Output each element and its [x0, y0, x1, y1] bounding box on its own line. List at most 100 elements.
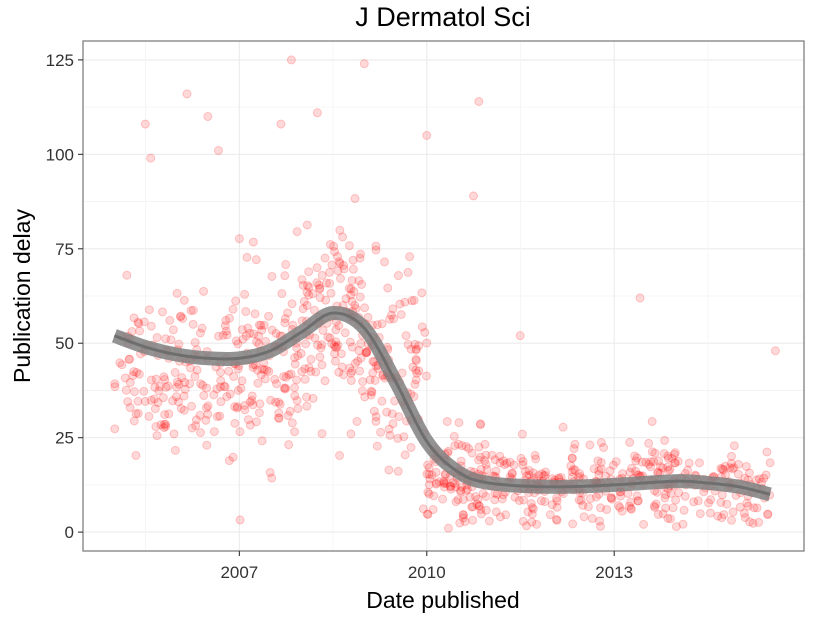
- data-point: [742, 498, 752, 508]
- data-point: [172, 288, 182, 298]
- data-point: [401, 331, 411, 341]
- data-point: [250, 309, 260, 319]
- data-point: [233, 402, 243, 412]
- data-point: [325, 333, 335, 343]
- data-point: [196, 379, 206, 389]
- data-point: [519, 495, 529, 505]
- data-point: [438, 494, 448, 504]
- data-point: [172, 382, 182, 392]
- data-point: [370, 375, 380, 385]
- data-point: [362, 346, 372, 356]
- data-point: [524, 470, 534, 480]
- data-point: [605, 466, 615, 476]
- data-point: [617, 506, 627, 516]
- data-point: [421, 371, 431, 381]
- data-point: [716, 463, 726, 473]
- data-point: [290, 391, 300, 401]
- data-point: [202, 383, 212, 393]
- data-point: [424, 480, 434, 490]
- data-point: [247, 395, 257, 405]
- data-point: [163, 381, 173, 391]
- data-point: [290, 383, 300, 393]
- data-point: [671, 495, 681, 505]
- data-point: [166, 335, 176, 345]
- data-point: [209, 427, 219, 437]
- data-point: [257, 364, 267, 374]
- data-point: [362, 348, 372, 358]
- data-point: [240, 400, 250, 410]
- data-point: [334, 321, 344, 331]
- data-point: [442, 417, 452, 427]
- data-point: [382, 407, 392, 417]
- data-point: [740, 513, 750, 523]
- data-point: [385, 430, 395, 440]
- data-point: [212, 384, 222, 394]
- data-point: [522, 521, 532, 531]
- data-point: [353, 356, 363, 366]
- data-point: [585, 494, 595, 504]
- data-point: [154, 386, 164, 396]
- data-point: [568, 519, 578, 529]
- data-point: [439, 476, 449, 486]
- data-point: [528, 504, 538, 514]
- data-point: [363, 312, 373, 322]
- x-tick-label: 2013: [595, 563, 633, 582]
- data-point: [583, 502, 593, 512]
- data-point: [341, 294, 351, 304]
- data-point: [661, 490, 671, 500]
- data-point: [655, 462, 665, 472]
- data-point: [229, 372, 239, 382]
- data-point: [297, 275, 307, 285]
- data-point: [410, 379, 420, 389]
- data-point: [371, 241, 381, 251]
- data-point: [159, 372, 169, 382]
- data-point: [316, 343, 326, 353]
- data-point: [220, 321, 230, 331]
- data-point: [567, 453, 577, 463]
- data-point: [596, 438, 606, 448]
- data-point: [203, 401, 213, 411]
- data-point: [718, 465, 728, 475]
- data-point: [616, 491, 626, 501]
- data-point: [594, 466, 604, 476]
- data-point: [615, 503, 625, 513]
- data-point: [215, 382, 225, 392]
- data-point: [495, 458, 505, 468]
- data-point: [187, 423, 197, 433]
- data-point: [587, 514, 597, 524]
- data-point: [728, 507, 738, 517]
- data-point: [411, 345, 421, 355]
- data-point: [551, 515, 561, 525]
- data-point: [411, 356, 421, 366]
- data-point: [338, 232, 348, 242]
- data-point: [409, 295, 419, 305]
- data-point: [175, 312, 185, 322]
- data-point: [355, 292, 365, 302]
- data-point: [215, 411, 225, 421]
- data-point: [596, 457, 606, 467]
- data-point: [144, 305, 154, 315]
- data-point: [388, 419, 398, 429]
- data-point: [182, 89, 192, 99]
- data-point: [428, 505, 438, 515]
- data-point: [649, 457, 659, 467]
- data-point: [348, 264, 358, 274]
- data-point: [339, 260, 349, 270]
- data-point: [568, 465, 578, 475]
- data-point: [733, 469, 743, 479]
- data-point: [365, 375, 375, 385]
- data-point: [552, 502, 562, 512]
- data-point: [176, 404, 186, 414]
- data-point: [526, 499, 536, 509]
- data-point: [274, 408, 284, 418]
- data-point: [468, 502, 478, 512]
- data-point: [635, 293, 645, 303]
- data-point: [312, 263, 322, 273]
- data-point: [120, 373, 130, 383]
- data-point: [169, 429, 179, 439]
- data-point: [596, 503, 605, 513]
- data-point: [606, 493, 616, 503]
- data-point: [498, 456, 508, 466]
- data-point: [139, 386, 149, 396]
- data-point: [522, 471, 532, 481]
